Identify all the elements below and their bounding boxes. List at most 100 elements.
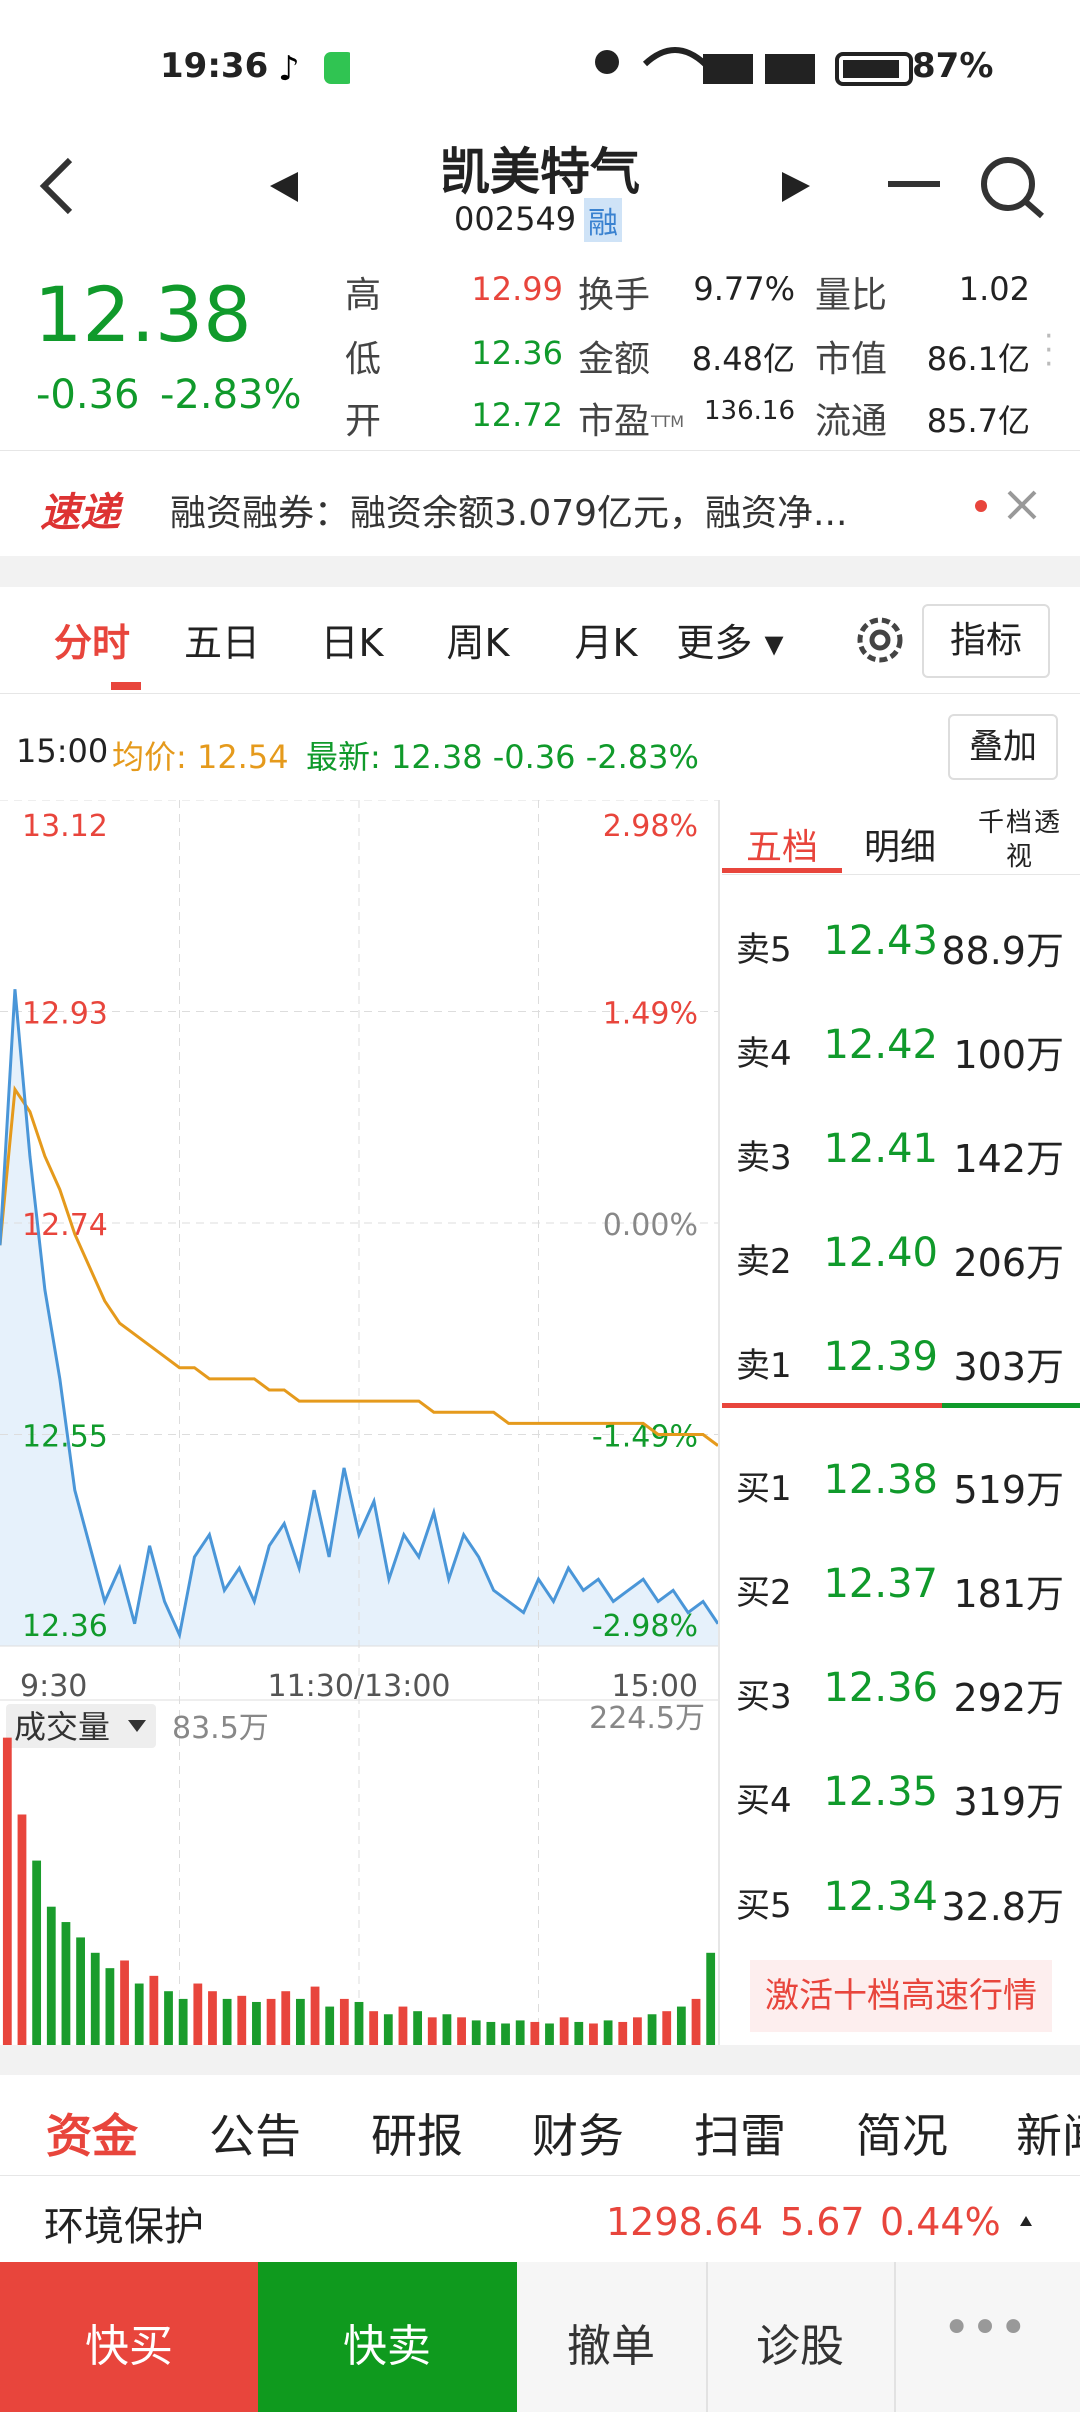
stat-value: 86.1亿	[926, 340, 1030, 378]
index-pct: 0.44%	[880, 2200, 1001, 2244]
back-button[interactable]	[39, 157, 73, 215]
y2-tick-label: -2.98%	[592, 1609, 698, 1644]
volume-bar	[134, 1983, 144, 2045]
book-volume: 206万	[953, 1241, 1064, 1285]
news-close[interactable]	[965, 484, 1045, 528]
x-tick-label: 11:30/13:00	[267, 1669, 450, 1704]
volume-bar	[149, 1975, 159, 2045]
search-button[interactable]	[981, 157, 1044, 219]
price-line	[0, 989, 720, 1640]
indicator-button[interactable]: 指标	[922, 604, 1050, 678]
book-price: 12.38	[823, 1457, 938, 1503]
stock-name: 凯美特气	[440, 143, 640, 201]
volume-bar	[691, 1998, 701, 2045]
svg-text:♪: ♪	[278, 49, 300, 89]
chart-tab[interactable]: 周K	[446, 621, 510, 665]
y2-tick-label: 2.98%	[603, 809, 698, 844]
book-level: 买4	[736, 1781, 792, 1821]
volume-bar	[164, 1991, 173, 2045]
status-app-icons: ♪	[278, 49, 350, 89]
status-time: 19:36	[160, 46, 269, 86]
volume-bar	[266, 1998, 276, 2045]
upgrade-button[interactable]: 激活十档高速行情	[750, 1960, 1052, 2032]
book-price: 12.41	[823, 1126, 938, 1172]
header-icons	[39, 157, 1044, 219]
info-tab[interactable]: 简况	[856, 2109, 948, 2163]
info-tab[interactable]: 资金	[46, 2109, 138, 2163]
volume-bar	[457, 2017, 466, 2045]
info-tab[interactable]: 公告	[209, 2109, 301, 2163]
y2-tick-label: 0.00%	[603, 1208, 698, 1243]
book-volume: 88.9万	[941, 929, 1064, 973]
latest-price: 最新: 12.38 -0.36 -2.83%	[306, 738, 699, 776]
book-tab[interactable]: 千档透视	[977, 808, 1062, 872]
x-tick-label: 15:00	[612, 1669, 698, 1704]
news-badge: 速递	[40, 490, 120, 536]
info-tab[interactable]: 新闻	[1016, 2109, 1080, 2163]
volume-bar	[501, 2023, 510, 2045]
book-price: 12.34	[823, 1874, 938, 1920]
book-price: 12.39	[823, 1334, 938, 1380]
stat-label: 开	[345, 401, 382, 442]
stat-label: 高	[345, 275, 382, 316]
index-name[interactable]: 环境保护	[44, 2204, 204, 2250]
volume-bar	[486, 2021, 496, 2045]
more-dots[interactable]: · · ·	[1044, 319, 1054, 382]
stat-label: 金额	[578, 339, 651, 380]
info-tab[interactable]: 扫雷	[694, 2109, 786, 2163]
book-tab[interactable]: 明细	[863, 827, 937, 868]
book-level: 买1	[736, 1469, 792, 1509]
chart-tab[interactable]: 五日	[183, 621, 261, 665]
volume-bar	[530, 2021, 540, 2045]
news-text[interactable]: 融资融券：融资余额3.079亿元，融资净...	[170, 493, 848, 534]
divider	[718, 800, 720, 2045]
book-tab-indicator	[722, 868, 842, 873]
book-volume: 100万	[953, 1033, 1064, 1077]
divider	[894, 2262, 896, 2412]
next-stock[interactable]	[782, 172, 810, 202]
volume-bar	[398, 2006, 408, 2045]
settings-button[interactable]	[852, 612, 908, 668]
stat-label: 市值	[815, 339, 888, 380]
stat-label: 量比	[815, 275, 888, 316]
book-level: 卖4	[736, 1034, 792, 1074]
book-price: 12.40	[823, 1230, 938, 1276]
overlay-button[interactable]: 叠加	[948, 714, 1058, 780]
volume-bar	[413, 2011, 423, 2045]
book-tab[interactable]: 五档	[745, 827, 819, 868]
book-split-green	[942, 1403, 1080, 1408]
action-button[interactable]: 诊股	[756, 2321, 844, 2372]
book-price: 12.36	[823, 1665, 938, 1711]
buy-bg	[0, 2262, 258, 2412]
tab-indicator	[111, 682, 141, 690]
y2-tick-label: 1.49%	[603, 997, 698, 1032]
stat-label: 流通	[815, 401, 888, 442]
book-level: 买3	[736, 1677, 792, 1717]
more-button[interactable]: •••	[942, 2300, 1028, 2356]
stat-label: 换手	[578, 275, 651, 316]
volume-selector[interactable]	[6, 1704, 156, 1748]
divider	[0, 450, 1080, 451]
chart-tab[interactable]: 分时	[53, 621, 131, 665]
chart-tab[interactable]: 更多 ▾	[676, 621, 784, 665]
battery-level: 87%	[912, 46, 994, 86]
chart-tab[interactable]: 日K	[320, 621, 384, 665]
action-button[interactable]: 撤单	[567, 2321, 655, 2372]
price-change-pct: -2.83%	[160, 372, 302, 418]
price-change: -0.36	[36, 372, 140, 418]
prev-stock[interactable]	[270, 172, 298, 202]
stat-value: 8.48亿	[691, 340, 795, 378]
volume-bar	[427, 2017, 437, 2045]
action-button[interactable]: 快卖	[343, 2321, 431, 2372]
spacer	[0, 2045, 1080, 2075]
book-level: 买5	[736, 1886, 792, 1926]
book-split-red	[722, 1403, 942, 1408]
chart-tab[interactable]: 月K	[574, 621, 638, 665]
info-tab[interactable]: 研报	[371, 2109, 463, 2163]
divider	[0, 2175, 1080, 2176]
index-value: 1298.64	[606, 2200, 764, 2244]
info-tab[interactable]: 财务	[532, 2109, 624, 2163]
book-level: 买2	[736, 1573, 792, 1613]
action-button[interactable]: 快买	[85, 2321, 173, 2372]
